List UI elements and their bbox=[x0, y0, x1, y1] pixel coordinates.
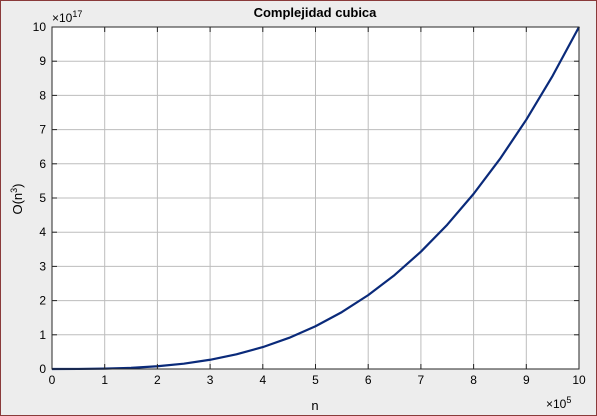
y-tick-label: 10 bbox=[33, 20, 47, 34]
x-multiplier: ×105 bbox=[546, 395, 571, 411]
x-tick-label: 10 bbox=[572, 373, 586, 387]
series-line bbox=[51, 26, 580, 371]
y-tick-label: 5 bbox=[39, 191, 46, 205]
y-tick-label: 1 bbox=[39, 328, 46, 342]
y-axis-label-base: O(n bbox=[10, 193, 25, 215]
y-tick-label: 7 bbox=[39, 123, 46, 137]
x-tick-label: 8 bbox=[470, 373, 477, 387]
y-axis-label-exponent: 3 bbox=[9, 188, 19, 193]
x-axis-ticks: 0 1 2 3 4 5 6 7 8 9 10 bbox=[49, 27, 586, 387]
x-multiplier-base: ×10 bbox=[546, 397, 567, 411]
x-tick-label: 2 bbox=[154, 373, 161, 387]
x-tick-label: 7 bbox=[418, 373, 425, 387]
y-axis-label-close: ) bbox=[10, 183, 25, 187]
y-tick-label: 6 bbox=[39, 157, 46, 171]
y-tick-label: 9 bbox=[39, 54, 46, 68]
y-multiplier: ×1017 bbox=[52, 9, 82, 25]
series-layer bbox=[51, 26, 580, 371]
x-tick-label: 3 bbox=[207, 373, 214, 387]
x-tick-label: 4 bbox=[259, 373, 266, 387]
y-axis-label: O(n3) bbox=[9, 183, 25, 214]
y-multiplier-base: ×10 bbox=[52, 11, 73, 25]
x-tick-label: 0 bbox=[49, 373, 56, 387]
chart-title: Complejidad cubica bbox=[254, 5, 378, 20]
y-tick-label: 4 bbox=[39, 225, 46, 239]
y-tick-label: 3 bbox=[39, 259, 46, 273]
x-tick-label: 9 bbox=[523, 373, 530, 387]
y-axis-ticks: 0 1 2 3 4 5 6 7 8 9 10 bbox=[33, 20, 579, 376]
x-multiplier-exponent: 5 bbox=[566, 395, 571, 405]
y-tick-label: 8 bbox=[39, 88, 46, 102]
y-tick-label: 0 bbox=[39, 362, 46, 376]
x-tick-label: 6 bbox=[365, 373, 372, 387]
y-tick-label: 2 bbox=[39, 294, 46, 308]
y-multiplier-exponent: 17 bbox=[72, 9, 82, 19]
x-axis-label: n bbox=[311, 398, 318, 413]
x-tick-label: 5 bbox=[312, 373, 319, 387]
x-tick-label: 1 bbox=[101, 373, 108, 387]
